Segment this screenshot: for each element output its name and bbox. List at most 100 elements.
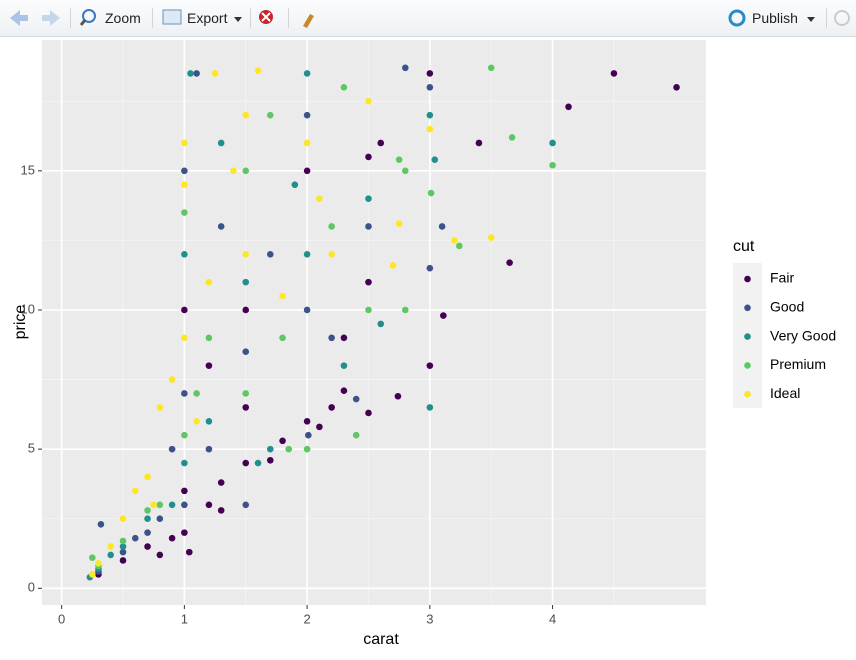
x-axis-title: carat xyxy=(363,631,399,648)
point xyxy=(205,278,213,286)
point xyxy=(107,551,115,559)
point xyxy=(427,189,435,197)
point xyxy=(440,312,447,319)
point xyxy=(168,445,176,453)
publish-button[interactable]: Publish xyxy=(752,10,798,26)
broom-icon[interactable] xyxy=(303,14,314,28)
point xyxy=(303,139,311,147)
point xyxy=(181,529,188,536)
point xyxy=(610,70,618,77)
point xyxy=(150,501,157,509)
separator xyxy=(70,8,71,28)
clear-icon-x xyxy=(261,12,271,22)
point xyxy=(426,70,434,77)
point xyxy=(181,334,188,342)
zoom-button[interactable]: Zoom xyxy=(105,10,141,26)
point xyxy=(254,459,262,467)
zoom-icon[interactable] xyxy=(82,9,96,23)
legend-key xyxy=(744,362,751,369)
export-icon[interactable] xyxy=(162,9,182,25)
point xyxy=(144,529,151,536)
legend-key xyxy=(744,304,751,312)
point xyxy=(565,103,572,111)
back-icon[interactable] xyxy=(10,10,28,26)
point xyxy=(242,251,250,258)
point xyxy=(352,395,360,403)
point xyxy=(365,223,372,230)
point xyxy=(328,251,335,258)
x-tick-label: 1 xyxy=(181,611,188,626)
y-tick-label: 5 xyxy=(28,441,35,456)
point xyxy=(168,501,176,509)
point xyxy=(279,334,286,342)
point xyxy=(156,515,164,523)
point xyxy=(266,445,274,453)
point xyxy=(119,543,127,550)
point xyxy=(181,487,188,495)
point xyxy=(365,153,372,161)
point xyxy=(487,234,495,241)
point xyxy=(266,251,274,258)
point xyxy=(185,548,193,556)
point xyxy=(119,557,127,564)
point xyxy=(156,501,164,509)
point xyxy=(131,487,139,495)
publish-icon[interactable] xyxy=(728,9,746,27)
point xyxy=(119,548,127,556)
point xyxy=(205,334,213,342)
point xyxy=(303,418,311,425)
point xyxy=(365,97,372,105)
point xyxy=(205,501,213,509)
point xyxy=(487,64,495,72)
point xyxy=(181,431,188,439)
point xyxy=(217,223,225,230)
point xyxy=(193,390,200,397)
point xyxy=(131,534,139,542)
point xyxy=(508,134,516,141)
point xyxy=(144,515,151,523)
point xyxy=(181,209,188,216)
point xyxy=(426,362,434,369)
x-tick-label: 4 xyxy=(549,611,556,626)
legend-key xyxy=(744,333,751,340)
forward-icon[interactable] xyxy=(42,10,60,26)
point xyxy=(144,543,151,550)
point xyxy=(144,473,151,481)
point xyxy=(340,84,348,91)
point xyxy=(303,167,311,175)
refresh-icon[interactable] xyxy=(834,10,850,26)
point xyxy=(426,404,434,411)
separator xyxy=(826,8,827,28)
point xyxy=(144,507,151,514)
point xyxy=(549,161,556,169)
point xyxy=(181,181,188,189)
point xyxy=(506,259,513,266)
point xyxy=(217,507,225,514)
point xyxy=(316,423,323,431)
point xyxy=(340,362,348,369)
point xyxy=(242,306,250,314)
point xyxy=(285,445,292,453)
point xyxy=(205,362,213,369)
point xyxy=(193,418,200,425)
separator xyxy=(152,8,153,28)
toolbar: Zoom Export Publish xyxy=(0,0,856,37)
point xyxy=(242,501,250,509)
legend-label: Premium xyxy=(770,356,826,372)
point xyxy=(328,223,335,230)
export-button[interactable]: Export xyxy=(187,10,228,26)
point xyxy=(394,392,402,400)
y-tick-label: 15 xyxy=(21,162,35,177)
point xyxy=(438,223,446,230)
export-dropdown[interactable] xyxy=(234,17,242,22)
x-tick-label: 3 xyxy=(426,611,433,626)
point xyxy=(549,139,556,147)
point xyxy=(305,431,312,439)
publish-dropdown[interactable] xyxy=(807,17,815,22)
point xyxy=(266,456,274,464)
point xyxy=(340,387,348,394)
point xyxy=(181,390,188,397)
point xyxy=(242,390,250,397)
point xyxy=(365,306,372,314)
